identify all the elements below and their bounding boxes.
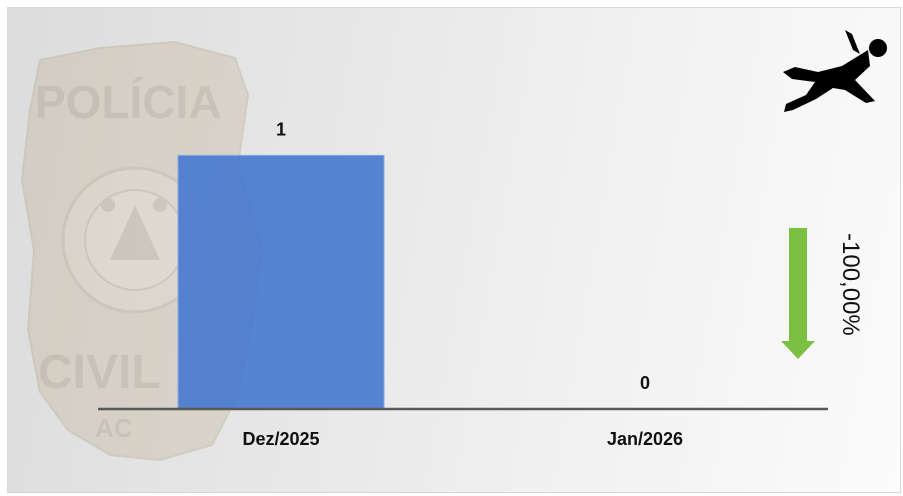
bars-group: 1 Dez/2025 0 Jan/2026 xyxy=(177,119,683,449)
change-percent-label: -100,00% xyxy=(837,233,864,336)
category-label-1: Jan/2026 xyxy=(607,429,683,449)
badge-region-text: AC xyxy=(95,413,133,443)
data-label-1: 0 xyxy=(640,373,650,393)
chart-area xyxy=(7,7,901,493)
badge-bottom-text: CIVIL xyxy=(38,346,161,399)
badge-top-text: POLÍCIA xyxy=(35,76,222,128)
bar-0 xyxy=(177,154,385,410)
down-arrow-icon xyxy=(781,228,815,359)
category-label-0: Dez/2025 xyxy=(242,429,319,449)
police-badge-watermark: POLÍCIA CIVIL AC xyxy=(20,40,264,462)
data-label-0: 1 xyxy=(276,119,286,139)
fallen-person-icon xyxy=(783,30,887,112)
